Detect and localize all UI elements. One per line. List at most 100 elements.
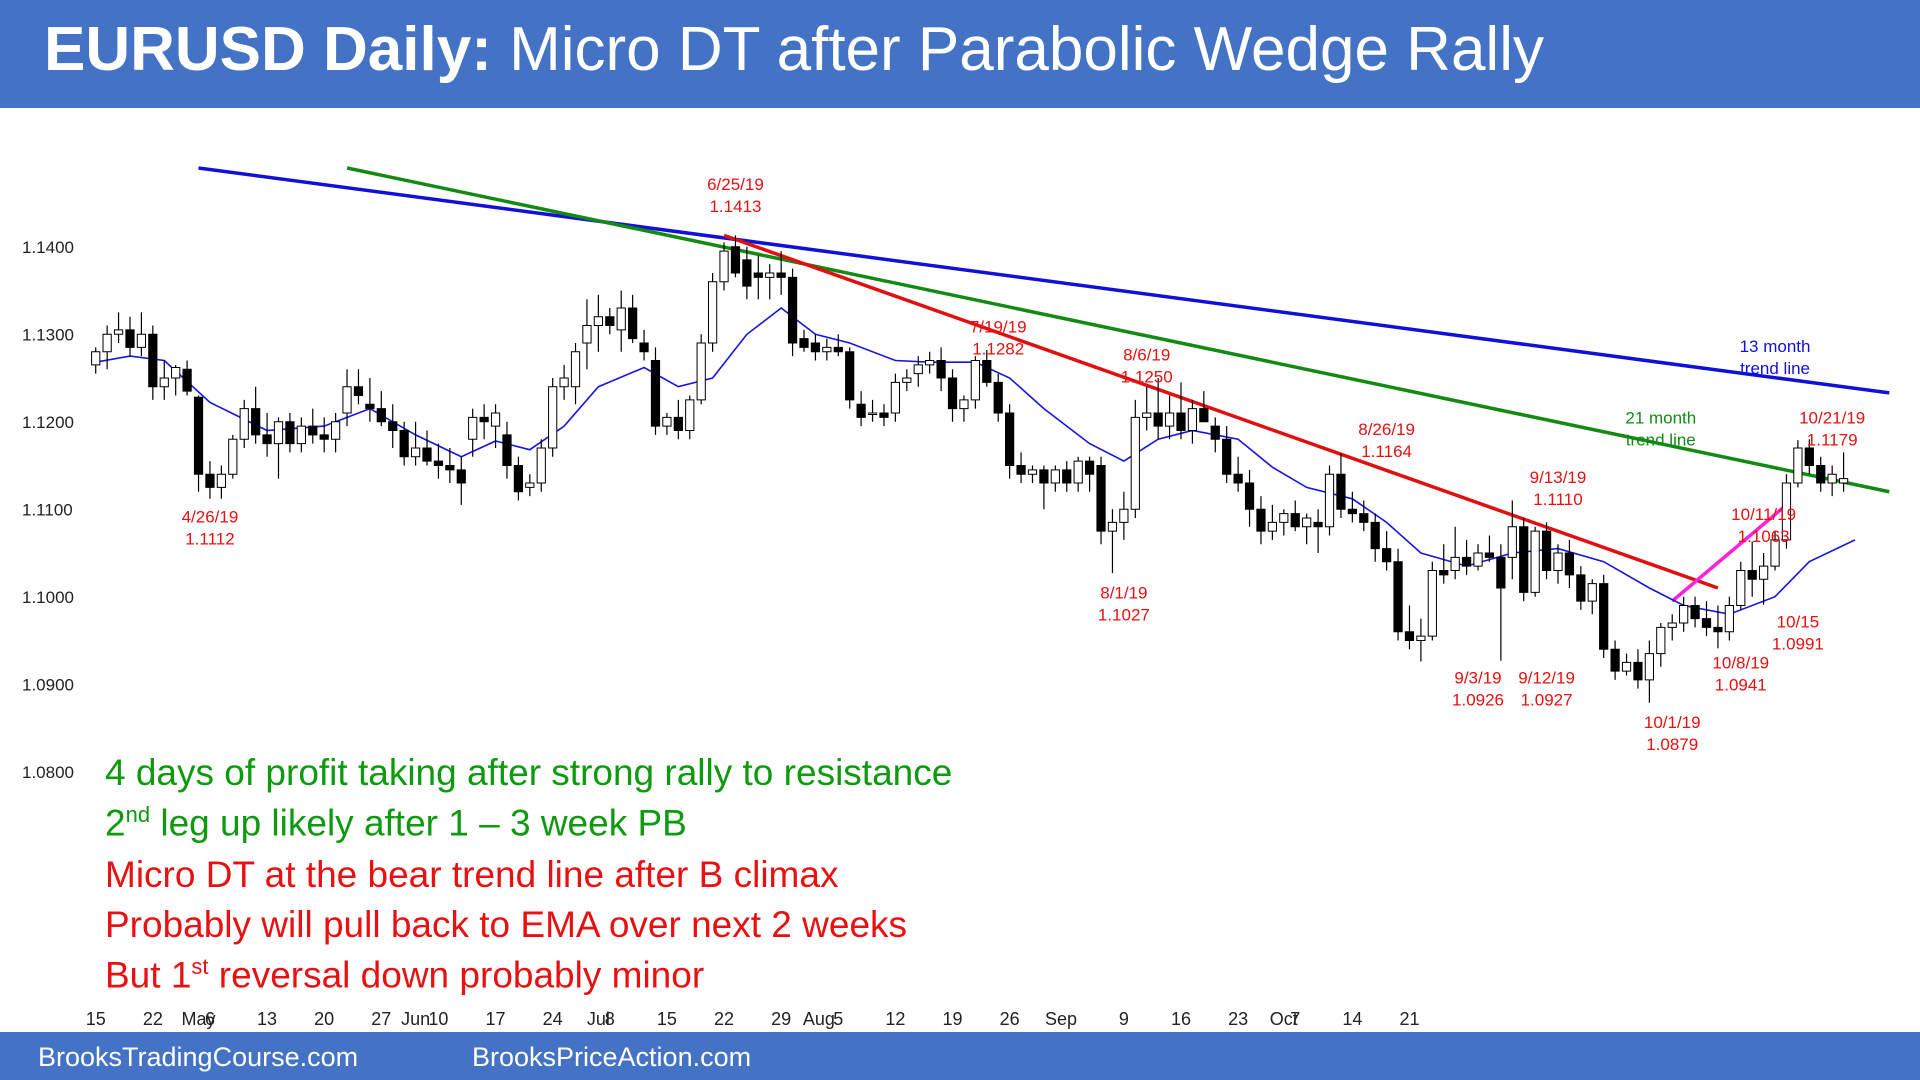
annotation-price: 1.1110 (1533, 490, 1582, 509)
x-tick-label: 15 (86, 1009, 106, 1029)
candle-body (1370, 521, 1380, 550)
candle-body (1690, 605, 1700, 620)
annotation-date: 6/25/19 (707, 175, 764, 194)
annotation-date: 8/26/19 (1358, 420, 1415, 439)
candle-body (1633, 661, 1643, 681)
x-tick-label: 5 (833, 1009, 843, 1029)
x-tick-label: 22 (143, 1009, 163, 1029)
trend-line (723, 233, 1719, 590)
x-tick-label: 13 (257, 1009, 277, 1029)
y-tick-label: 1.1400 (22, 238, 74, 257)
candle-body (216, 473, 226, 488)
annotation-date: 9/12/19 (1518, 668, 1575, 687)
x-tick-label: 9 (1119, 1009, 1129, 1029)
candle-body (1324, 473, 1335, 528)
candle-body (1507, 526, 1517, 558)
candle-body (113, 329, 124, 335)
candle-body (1576, 574, 1586, 602)
candle-body (902, 377, 912, 383)
x-tick-label: 14 (1342, 1009, 1362, 1029)
candle-body (1484, 552, 1495, 558)
candle-body (1587, 583, 1597, 602)
footer-link-price-action[interactable]: BrooksPriceAction.com (472, 1042, 752, 1072)
x-tick-label: 23 (1228, 1009, 1248, 1029)
candle-body (1793, 447, 1803, 484)
candle-body (925, 360, 935, 366)
candle-body (125, 329, 135, 348)
candle-body (753, 272, 763, 278)
candle-body (548, 386, 558, 449)
candle-body (1530, 530, 1540, 593)
x-tick-label: Jul (587, 1009, 610, 1029)
annotation-price: 1.1063 (1738, 527, 1790, 546)
candle-body (570, 351, 581, 388)
footer-link-trading-course[interactable]: BrooksTradingCourse.com (38, 1042, 359, 1072)
x-tick-label: Jun (401, 1009, 430, 1029)
candle-body (1713, 626, 1723, 633)
candle-body (353, 386, 364, 396)
candle-body (91, 351, 101, 366)
candle-body (559, 377, 569, 388)
x-tick-label: 7 (1290, 1009, 1300, 1029)
y-tick-label: 1.1200 (22, 413, 74, 432)
candle-body (719, 250, 729, 283)
candle-body (376, 408, 386, 423)
candle-body (1130, 416, 1140, 510)
candle-body (193, 396, 204, 475)
candle-body (856, 403, 866, 418)
candle-body (582, 325, 592, 344)
x-tick-label: Aug (803, 1009, 835, 1029)
x-tick-label: 21 (1399, 1009, 1419, 1029)
trend-line (198, 166, 1890, 395)
candle-body (1404, 631, 1415, 641)
y-tick-label: 1.0800 (22, 763, 74, 782)
candle-body (342, 386, 352, 414)
x-tick-label: 22 (714, 1009, 734, 1029)
trend-line (346, 166, 1890, 494)
candle-body (1336, 473, 1346, 510)
annotation-price: 1.0941 (1715, 676, 1767, 695)
x-tick-label: 20 (314, 1009, 334, 1029)
annotation-date: 10/11/19 (1731, 505, 1796, 524)
annotation-date: 10/21/19 (1799, 409, 1865, 428)
x-tick-label: 17 (486, 1009, 506, 1029)
candle-body (787, 276, 798, 344)
candle-body (1176, 412, 1186, 431)
candle-body (685, 399, 695, 431)
annotation-date: 9/3/19 (1454, 668, 1501, 687)
candle-body (1610, 648, 1620, 672)
annotation-date: 4/26/19 (182, 507, 239, 526)
candle-body (1827, 473, 1837, 484)
candle-body (628, 307, 638, 340)
candle-body (536, 447, 546, 484)
candle-body (959, 399, 969, 410)
candle-body (479, 416, 489, 423)
bullet-1: 4 days of profit taking after strong ral… (105, 752, 953, 793)
candle-body (1621, 661, 1632, 672)
x-tick-label: 27 (371, 1009, 391, 1029)
trend-line-label: trend line (1626, 431, 1696, 450)
candle-body (433, 460, 444, 466)
candle-body (605, 316, 615, 326)
candle-body (1302, 517, 1312, 528)
candle-body (1496, 556, 1506, 589)
x-tick-label: 10 (428, 1009, 448, 1029)
candle-body (1450, 556, 1460, 571)
candle-body (1199, 408, 1209, 423)
candle-body (1816, 465, 1826, 484)
annotation-price: 1.0879 (1646, 735, 1698, 754)
y-tick-label: 1.1000 (22, 588, 74, 607)
candle-body (490, 412, 501, 427)
candle-body (1142, 412, 1152, 418)
candle-body (205, 473, 215, 488)
candle-body (650, 360, 661, 427)
x-tick-label: 16 (1171, 1009, 1191, 1029)
x-tick-label: 26 (1000, 1009, 1020, 1029)
x-tick-label: 6 (205, 1009, 215, 1029)
candle-body (1382, 548, 1392, 563)
candle-body (845, 351, 855, 401)
annotation-price: 1.1179 (1807, 431, 1858, 450)
x-tick-label: Oct (1270, 1009, 1298, 1029)
candle-body (308, 425, 318, 436)
candle-body (1736, 570, 1746, 606)
